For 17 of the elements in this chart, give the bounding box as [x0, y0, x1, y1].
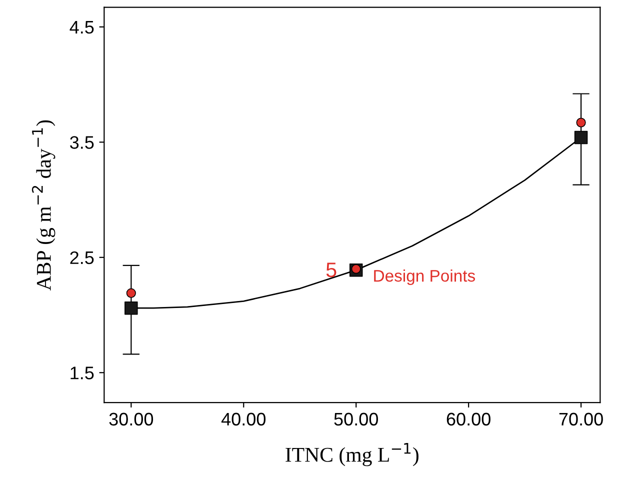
y-tick-label: 1.5: [70, 366, 94, 380]
point: [126, 288, 136, 298]
annotation: Design Points: [374, 269, 475, 286]
x-tick-label: 50.00: [334, 412, 378, 426]
y-axis-title: ABP (g m$^{−2}$ day$^{−1}$): [32, 120, 56, 290]
x-tick-label: 70.00: [559, 412, 603, 426]
x-axis-title: ITNC (mg L$^{−1}$): [286, 443, 418, 466]
y-tick-label: 3.5: [70, 136, 94, 149]
point: [124, 301, 138, 315]
x-tick-label: 40.00: [221, 412, 266, 426]
y-tick-label: 2.5: [70, 251, 94, 264]
x-tick-label: 30.00: [109, 412, 154, 426]
annotation: 5: [326, 262, 336, 278]
point: [574, 130, 588, 144]
y-tick-label: 4.5: [70, 21, 94, 34]
x-tick-label: 60.00: [446, 412, 490, 426]
point: [576, 118, 586, 128]
